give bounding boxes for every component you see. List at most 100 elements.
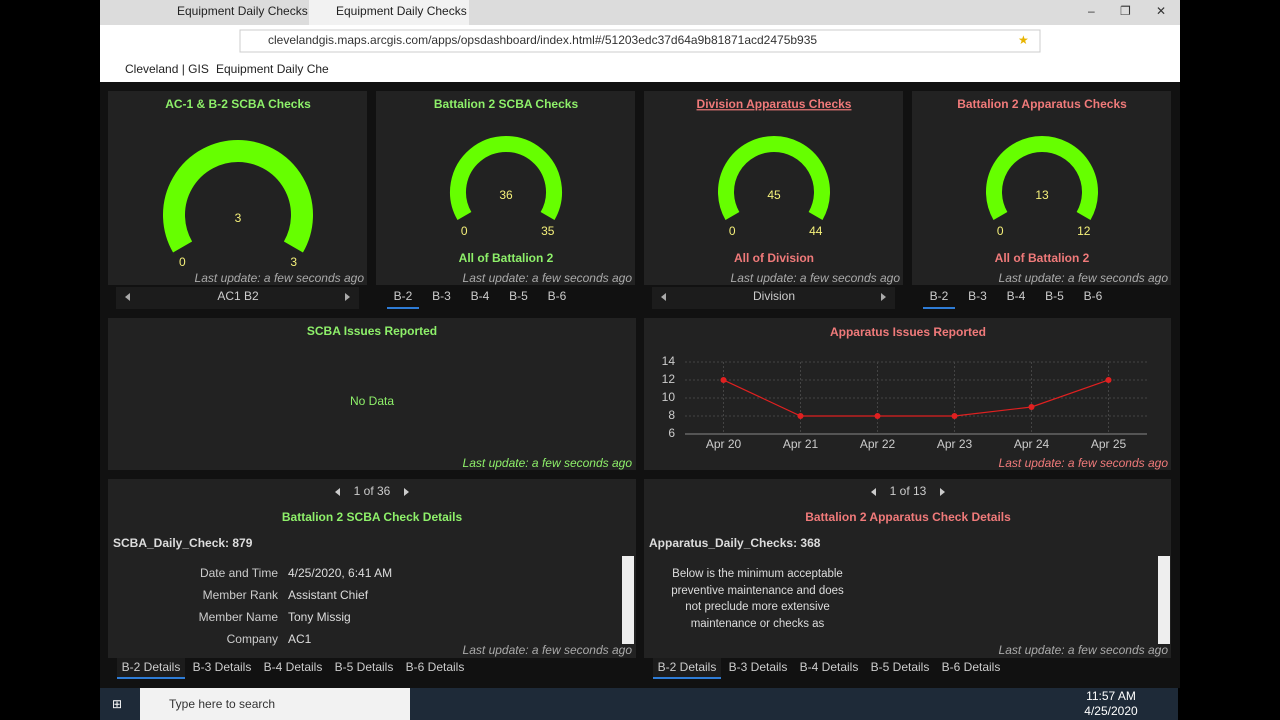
close[interactable]: ✕ xyxy=(1156,4,1166,18)
widget-title: Battalion 2 Apparatus Check Details xyxy=(805,510,1011,524)
panel xyxy=(108,479,636,658)
last-update: Last update: a few seconds ago xyxy=(999,643,1169,657)
gauge-max: 35 xyxy=(541,224,555,238)
url: clevelandgis.maps.arcgis.com/apps/opsdas… xyxy=(268,33,817,47)
gauge-title: Battalion 2 Apparatus Checks xyxy=(957,97,1127,111)
y-tick-label: 12 xyxy=(662,372,676,386)
tab[interactable]: B-3 Details xyxy=(729,660,788,674)
gauge-panel xyxy=(108,91,367,285)
next-arrow[interactable] xyxy=(404,488,409,496)
last-update: Last update: a few seconds ago xyxy=(999,456,1169,470)
widget-title: Battalion 2 SCBA Check Details xyxy=(282,510,463,524)
tab[interactable]: B-3 xyxy=(432,289,451,303)
point xyxy=(720,377,727,383)
tab-title[interactable]: Equipment Daily Checks xyxy=(336,4,467,18)
clock-date: 4/25/2020 xyxy=(1084,704,1138,718)
x-tick-label: Apr 25 xyxy=(1091,437,1127,451)
tab-title[interactable]: Equipment Daily Checks xyxy=(177,4,308,18)
point xyxy=(1028,404,1035,410)
gauge-value: 36 xyxy=(499,188,513,202)
tab[interactable]: B-3 xyxy=(968,289,987,303)
gauge-max: 12 xyxy=(1077,224,1091,238)
field-name: Date and Time xyxy=(200,566,278,580)
gauge-max: 3 xyxy=(290,255,297,269)
tab[interactable]: B-6 Details xyxy=(942,660,1001,674)
tab[interactable]: B-2 Details xyxy=(122,660,181,674)
gauge-title: Battalion 2 SCBA Checks xyxy=(434,97,579,111)
tab[interactable]: B-5 xyxy=(509,289,528,303)
gauge-arc xyxy=(718,136,830,220)
tab[interactable]: B-4 Details xyxy=(800,660,859,674)
tab[interactable]: B-2 xyxy=(930,289,949,303)
panel xyxy=(108,318,636,470)
tab-bar xyxy=(100,0,1180,25)
minimize[interactable]: – xyxy=(1088,4,1095,18)
tab[interactable]: B-5 Details xyxy=(871,660,930,674)
x-tick-label: Apr 24 xyxy=(1014,437,1050,451)
tab[interactable]: B-2 xyxy=(394,289,413,303)
maximize[interactable]: ❐ xyxy=(1120,4,1131,18)
next-arrow[interactable] xyxy=(940,488,945,496)
tab[interactable]: B-6 Details xyxy=(406,660,465,674)
gauge-panel xyxy=(376,91,635,285)
selector xyxy=(652,287,895,309)
tab[interactable]: B-3 Details xyxy=(193,660,252,674)
tab-underline xyxy=(117,677,185,679)
field-name: Company xyxy=(227,632,278,646)
record-id: SCBA_Daily_Check: 879 xyxy=(113,536,253,550)
search-text[interactable]: Type here to search xyxy=(169,697,275,711)
selector-label[interactable]: AC1 B2 xyxy=(217,289,259,303)
line xyxy=(723,379,1109,417)
tab[interactable]: B-4 xyxy=(1007,289,1026,303)
tab-underline xyxy=(653,677,721,679)
tab[interactable]: B-2 Details xyxy=(658,660,717,674)
panel xyxy=(644,318,1171,470)
next-arrow[interactable] xyxy=(345,293,350,301)
last-update: Last update: a few seconds ago xyxy=(463,643,633,657)
gauge-subtitle: All of Division xyxy=(734,251,814,265)
address-bar[interactable] xyxy=(239,29,1041,53)
favorite[interactable]: Cleveland | GIS xyxy=(125,62,209,76)
last-update: Last update: a few seconds ago xyxy=(463,271,633,285)
field-value: AC1 xyxy=(288,632,312,646)
prev-arrow[interactable] xyxy=(125,293,130,301)
prev-arrow[interactable] xyxy=(335,488,340,496)
active-tab[interactable] xyxy=(309,0,469,25)
gauge-panel xyxy=(912,91,1171,285)
gauge-panel xyxy=(644,91,903,285)
prev-arrow[interactable] xyxy=(871,488,876,496)
x-tick-label: Apr 20 xyxy=(706,437,742,451)
tab[interactable]: B-5 xyxy=(1045,289,1064,303)
gauge-title[interactable]: Division Apparatus Checks xyxy=(697,97,852,111)
start-button[interactable]: ⊞ xyxy=(112,697,122,711)
pager: 1 of 36 xyxy=(354,484,391,498)
tab xyxy=(795,658,863,678)
tab[interactable]: B-4 xyxy=(471,289,490,303)
next-arrow[interactable] xyxy=(881,293,886,301)
tab xyxy=(259,658,327,678)
scrollbar[interactable] xyxy=(622,556,634,644)
x-tick-label: Apr 23 xyxy=(937,437,973,451)
gauge-min: 0 xyxy=(461,224,468,238)
gauge-min: 0 xyxy=(179,255,186,269)
search-box[interactable] xyxy=(140,688,410,720)
favorite-star[interactable]: ★ xyxy=(1018,33,1029,47)
tab xyxy=(866,658,934,678)
tab[interactable]: B-6 xyxy=(548,289,567,303)
favorite[interactable]: Equipment Daily Che xyxy=(216,62,329,76)
tab[interactable]: B-4 Details xyxy=(264,660,323,674)
selector-label[interactable]: Division xyxy=(753,289,795,303)
tab[interactable]: B-6 xyxy=(1084,289,1103,303)
last-update: Last update: a few seconds ago xyxy=(731,271,901,285)
last-update: Last update: a few seconds ago xyxy=(999,271,1169,285)
x-tick-label: Apr 22 xyxy=(860,437,896,451)
gauge-max: 44 xyxy=(809,224,823,238)
point xyxy=(874,413,881,419)
tab[interactable]: B-5 Details xyxy=(335,660,394,674)
tab xyxy=(653,658,721,678)
scrollbar[interactable] xyxy=(1158,556,1170,644)
prev-arrow[interactable] xyxy=(661,293,666,301)
record-id: Apparatus_Daily_Checks: 368 xyxy=(649,536,821,550)
